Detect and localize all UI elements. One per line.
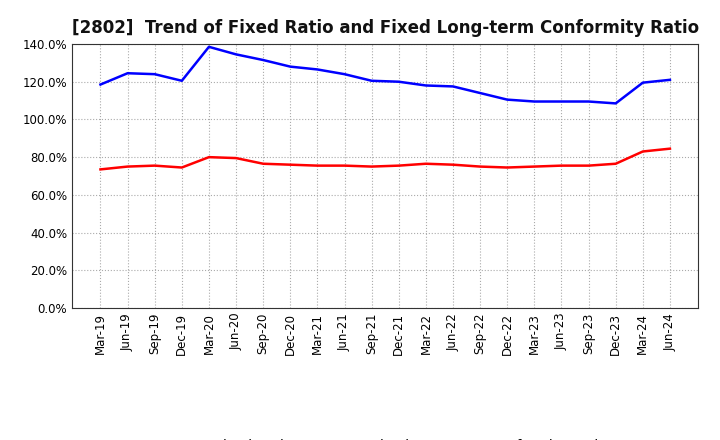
Fixed Long-term Conformity Ratio — [341, 163, 349, 168]
Fixed Long-term Conformity Ratio — [476, 164, 485, 169]
Fixed Long-term Conformity Ratio — [395, 163, 403, 168]
Fixed Long-term Conformity Ratio — [584, 163, 593, 168]
Legend: Fixed Ratio, Fixed Long-term Conformity Ratio: Fixed Ratio, Fixed Long-term Conformity … — [158, 434, 613, 440]
Fixed Ratio — [232, 52, 240, 57]
Fixed Long-term Conformity Ratio — [259, 161, 268, 166]
Fixed Ratio — [341, 72, 349, 77]
Fixed Ratio — [204, 44, 213, 49]
Fixed Long-term Conformity Ratio — [421, 161, 430, 166]
Line: Fixed Long-term Conformity Ratio: Fixed Long-term Conformity Ratio — [101, 149, 670, 169]
Fixed Ratio — [530, 99, 539, 104]
Fixed Long-term Conformity Ratio — [611, 161, 620, 166]
Fixed Ratio — [421, 83, 430, 88]
Fixed Long-term Conformity Ratio — [449, 162, 457, 167]
Fixed Ratio — [286, 64, 294, 69]
Fixed Ratio — [639, 80, 647, 85]
Fixed Ratio — [395, 79, 403, 84]
Fixed Ratio — [476, 90, 485, 95]
Fixed Ratio — [178, 78, 186, 84]
Fixed Long-term Conformity Ratio — [665, 146, 674, 151]
Fixed Long-term Conformity Ratio — [204, 154, 213, 160]
Fixed Ratio — [96, 82, 105, 87]
Fixed Ratio — [313, 67, 322, 72]
Fixed Long-term Conformity Ratio — [530, 164, 539, 169]
Fixed Long-term Conformity Ratio — [503, 165, 511, 170]
Fixed Long-term Conformity Ratio — [313, 163, 322, 168]
Fixed Ratio — [557, 99, 566, 104]
Fixed Ratio — [584, 99, 593, 104]
Fixed Ratio — [367, 78, 376, 84]
Fixed Long-term Conformity Ratio — [178, 165, 186, 170]
Fixed Long-term Conformity Ratio — [96, 167, 105, 172]
Fixed Ratio — [611, 101, 620, 106]
Fixed Long-term Conformity Ratio — [639, 149, 647, 154]
Fixed Ratio — [449, 84, 457, 89]
Fixed Ratio — [150, 72, 159, 77]
Fixed Ratio — [503, 97, 511, 102]
Fixed Long-term Conformity Ratio — [557, 163, 566, 168]
Fixed Ratio — [259, 57, 268, 62]
Fixed Ratio — [665, 77, 674, 82]
Fixed Ratio — [123, 70, 132, 76]
Title: [2802]  Trend of Fixed Ratio and Fixed Long-term Conformity Ratio: [2802] Trend of Fixed Ratio and Fixed Lo… — [71, 19, 699, 37]
Line: Fixed Ratio: Fixed Ratio — [101, 47, 670, 103]
Fixed Long-term Conformity Ratio — [232, 155, 240, 161]
Fixed Long-term Conformity Ratio — [367, 164, 376, 169]
Fixed Long-term Conformity Ratio — [286, 162, 294, 167]
Fixed Long-term Conformity Ratio — [123, 164, 132, 169]
Fixed Long-term Conformity Ratio — [150, 163, 159, 168]
